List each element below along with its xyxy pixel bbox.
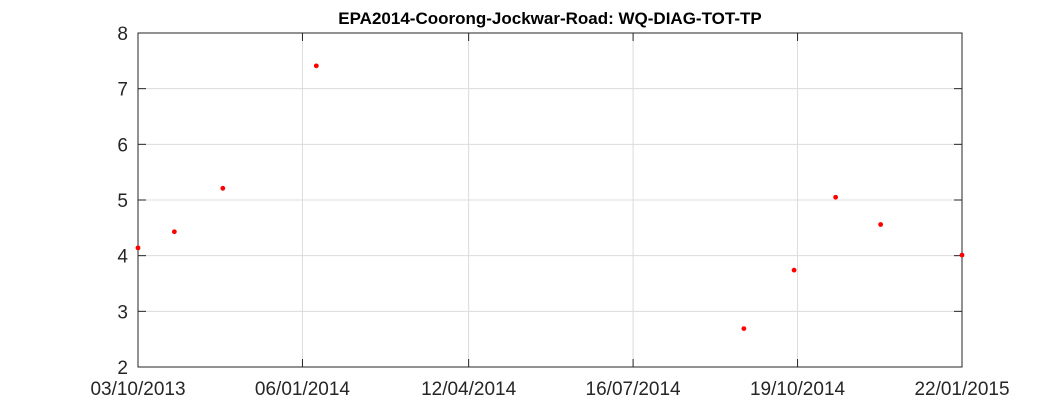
y-tick-label: 8: [117, 24, 128, 45]
data-point: [878, 222, 884, 227]
tick-marks: [137, 32, 963, 368]
grid: [137, 32, 963, 368]
data-point: [959, 252, 965, 258]
data-point: [791, 267, 797, 273]
x-tick-label: 19/10/2014: [750, 379, 846, 400]
y-tick-label: 4: [117, 247, 128, 268]
chart-title: EPA2014-Coorong-Jockwar-Road: WQ-DIAG-TO…: [338, 9, 761, 28]
x-tick-label: 03/10/2013: [90, 379, 185, 400]
data-point: [220, 185, 226, 191]
tick-labels: 03/10/2013 06/01/2014 12/04/2014 16/07/2014…: [90, 24, 1009, 400]
data-point: [135, 245, 141, 251]
x-tick-label: 12/04/2014: [421, 379, 517, 400]
y-tick-label: 5: [117, 191, 128, 212]
y-tick-label: 7: [117, 80, 128, 101]
data-points: [135, 63, 965, 331]
data-point: [171, 229, 177, 235]
y-tick-label: 3: [117, 302, 128, 323]
x-tick-label: 06/01/2014: [255, 379, 351, 400]
data-point: [741, 326, 747, 331]
y-tick-label: 6: [117, 135, 128, 156]
x-tick-label: 22/01/2015: [914, 379, 1009, 400]
data-point: [313, 63, 319, 69]
y-tick-label: 2: [117, 358, 128, 379]
data-point: [833, 194, 839, 200]
x-tick-label: 16/07/2014: [586, 379, 682, 400]
